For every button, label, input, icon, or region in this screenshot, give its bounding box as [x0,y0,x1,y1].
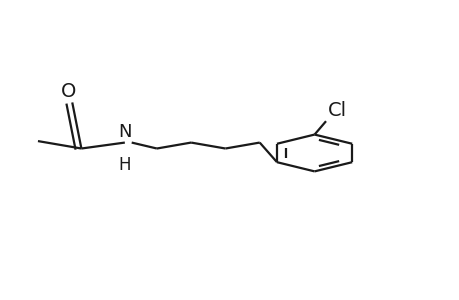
Text: N: N [118,123,131,141]
Text: Cl: Cl [327,101,346,120]
Text: H: H [118,156,131,174]
Text: O: O [61,82,76,101]
